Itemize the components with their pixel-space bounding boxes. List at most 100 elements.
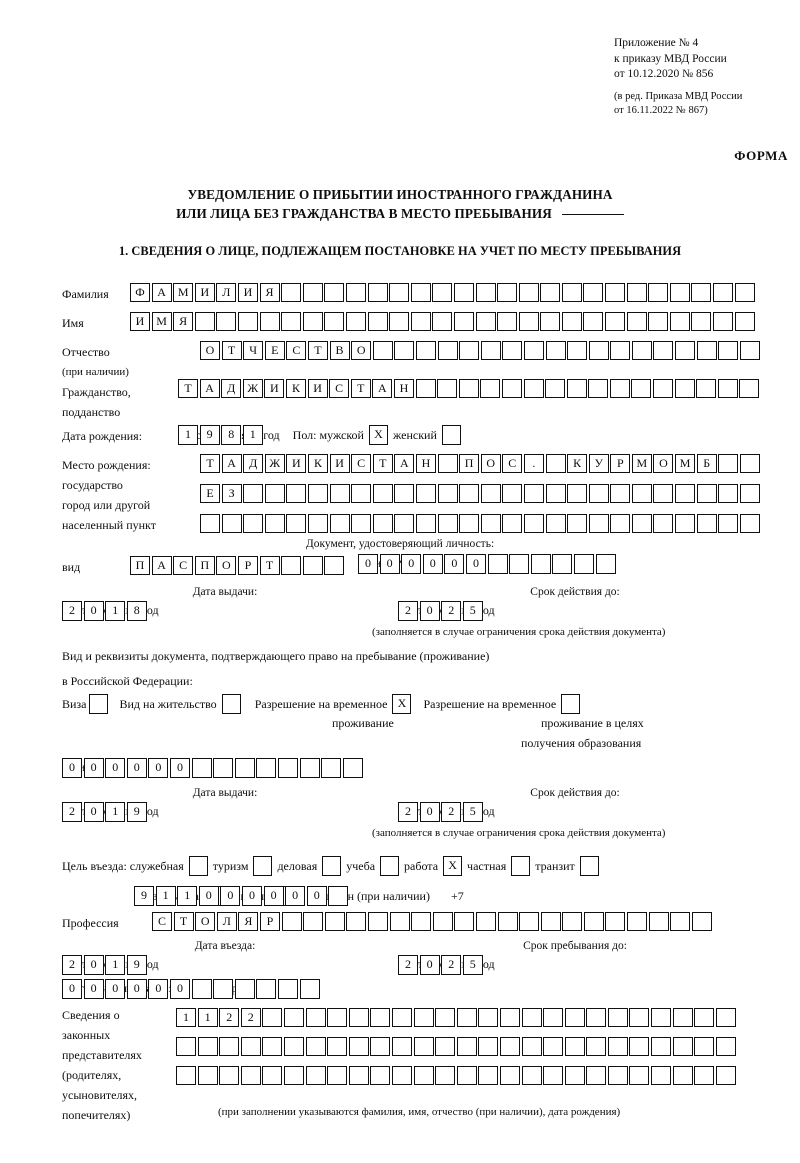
char-box[interactable]	[739, 379, 760, 398]
char-box[interactable]	[564, 1037, 585, 1056]
char-box[interactable]	[454, 912, 475, 931]
char-box[interactable]	[674, 379, 695, 398]
char-box[interactable]	[302, 556, 323, 575]
char-box[interactable]	[437, 454, 458, 473]
char-box[interactable]: 1	[197, 1008, 218, 1027]
char-box[interactable]: 2	[62, 600, 82, 621]
char-box[interactable]	[545, 341, 566, 360]
char-box[interactable]	[191, 978, 212, 999]
char-box[interactable]	[389, 283, 410, 302]
char-box[interactable]	[437, 484, 458, 503]
char-box[interactable]	[713, 283, 734, 302]
char-box[interactable]	[610, 514, 631, 533]
char-box[interactable]	[281, 556, 302, 575]
char-box[interactable]	[583, 283, 604, 302]
char-box[interactable]	[391, 1008, 412, 1027]
char-box[interactable]	[523, 484, 544, 503]
char-box[interactable]	[521, 1037, 542, 1056]
char-box[interactable]	[626, 312, 647, 331]
char-box[interactable]: 0	[358, 553, 378, 574]
char-box[interactable]	[240, 1037, 261, 1056]
char-box[interactable]	[694, 1008, 715, 1027]
char-box[interactable]: 2	[441, 600, 462, 621]
char-box[interactable]	[573, 553, 594, 574]
char-box[interactable]	[478, 1037, 499, 1056]
char-box[interactable]	[502, 484, 523, 503]
char-box[interactable]	[715, 1008, 736, 1027]
char-box[interactable]	[367, 283, 388, 302]
char-box[interactable]: .	[523, 454, 544, 473]
char-box[interactable]	[435, 1037, 456, 1056]
residence-permit-checkbox[interactable]	[221, 694, 241, 714]
char-box[interactable]	[487, 553, 508, 574]
char-box[interactable]	[264, 514, 285, 533]
char-box[interactable]: Ж	[242, 379, 263, 398]
char-box[interactable]: Ж	[264, 454, 285, 473]
char-box[interactable]	[739, 484, 760, 503]
char-box[interactable]	[411, 912, 432, 931]
char-box[interactable]	[415, 379, 436, 398]
char-box[interactable]	[670, 912, 691, 931]
char-box[interactable]	[234, 978, 255, 999]
char-box[interactable]: Ч	[243, 341, 264, 360]
char-box[interactable]	[610, 484, 631, 503]
char-box[interactable]	[342, 757, 363, 778]
char-box[interactable]: Т	[173, 912, 194, 931]
char-box[interactable]	[629, 1037, 650, 1056]
char-box[interactable]: О	[480, 454, 501, 473]
char-box[interactable]: 1	[105, 801, 126, 822]
char-box[interactable]: А	[151, 283, 172, 302]
char-box[interactable]	[200, 514, 220, 533]
char-box[interactable]	[566, 379, 587, 398]
char-box[interactable]: П	[459, 454, 480, 473]
char-box[interactable]: 0	[105, 757, 126, 778]
char-box[interactable]: М	[675, 454, 696, 473]
char-box[interactable]	[583, 312, 604, 331]
temp-residence-checkbox[interactable]: X	[392, 694, 412, 714]
char-box[interactable]	[607, 1037, 628, 1056]
char-box[interactable]: С	[502, 454, 523, 473]
char-box[interactable]: 1	[105, 954, 126, 975]
char-box[interactable]	[240, 1066, 261, 1085]
char-box[interactable]: Р	[237, 556, 258, 575]
char-box[interactable]	[432, 312, 453, 331]
char-box[interactable]	[672, 1008, 693, 1027]
char-box[interactable]	[567, 341, 588, 360]
char-box[interactable]: 0	[285, 886, 306, 906]
char-box[interactable]: 1	[155, 886, 176, 906]
char-box[interactable]	[691, 283, 712, 302]
char-box[interactable]: Л	[216, 283, 237, 302]
char-box[interactable]	[540, 283, 561, 302]
char-box[interactable]	[521, 1008, 542, 1027]
char-box[interactable]	[734, 283, 755, 302]
char-box[interactable]: 0	[263, 886, 284, 906]
char-box[interactable]: К	[567, 454, 588, 473]
char-box[interactable]: Н	[393, 379, 414, 398]
char-box[interactable]	[351, 484, 372, 503]
char-box[interactable]: Т	[178, 379, 198, 398]
char-box[interactable]	[545, 454, 566, 473]
char-box[interactable]: Т	[259, 556, 280, 575]
char-box[interactable]	[194, 312, 215, 331]
char-box[interactable]: 0	[148, 757, 169, 778]
char-box[interactable]	[519, 912, 540, 931]
char-box[interactable]: П	[194, 556, 215, 575]
char-box[interactable]	[521, 1066, 542, 1085]
char-box[interactable]	[243, 484, 264, 503]
char-box[interactable]: 0	[444, 553, 465, 574]
char-box[interactable]: 0	[62, 978, 82, 999]
char-box[interactable]: 1	[176, 1008, 196, 1027]
char-box[interactable]: 1	[242, 425, 263, 445]
char-box[interactable]	[564, 1008, 585, 1027]
purpose-transit-checkbox[interactable]	[579, 856, 599, 876]
legal-rep-boxes-row-3[interactable]	[176, 1066, 737, 1085]
char-box[interactable]	[213, 757, 234, 778]
char-box[interactable]	[717, 379, 738, 398]
char-box[interactable]	[475, 283, 496, 302]
char-box[interactable]	[456, 1008, 477, 1027]
char-box[interactable]	[394, 484, 415, 503]
